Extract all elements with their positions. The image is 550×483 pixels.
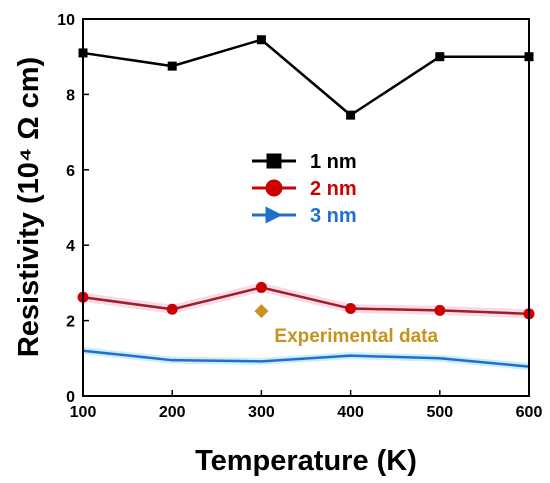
legend-marker	[266, 153, 282, 169]
series-1	[78, 35, 534, 120]
x-tick-label: 300	[248, 404, 275, 421]
experimental-data-marker	[254, 304, 269, 319]
x-tick-label: 400	[337, 404, 364, 421]
legend-marker	[265, 206, 283, 224]
series-2	[77, 281, 535, 320]
data-point	[256, 35, 266, 45]
series-layer	[77, 35, 535, 371]
legend-item: 3 nm	[252, 205, 357, 227]
series-line	[82, 38, 529, 117]
experimental-data-label: Experimental data	[274, 326, 438, 347]
data-point	[346, 110, 356, 120]
x-tick-label: 100	[70, 404, 97, 421]
data-point	[435, 52, 445, 62]
y-tick-label: 10	[57, 12, 75, 29]
y-axis-title: Resistivity (10⁴ Ω cm)	[13, 57, 45, 357]
x-tick-label: 500	[426, 404, 453, 421]
series-3	[82, 347, 530, 371]
legend-marker	[265, 179, 283, 197]
y-tick-label: 2	[66, 314, 75, 331]
y-tick-label: 4	[66, 238, 75, 255]
x-tick-label: 200	[159, 404, 186, 421]
series-line-glow	[82, 282, 530, 319]
legend-label: 2 nm	[310, 178, 357, 200]
axis-layer: 100 200 300 400 500 600 0 2 4 6 8 10	[57, 12, 542, 421]
y-tick-label: 0	[66, 389, 75, 406]
y-tick-label: 8	[66, 87, 75, 104]
y-tick-label: 6	[66, 163, 75, 180]
data-point	[255, 281, 267, 293]
series-line	[82, 286, 530, 316]
experimental-data: Experimental data	[254, 304, 439, 347]
series-line	[82, 349, 530, 368]
x-axis-title: Temperature (K)	[195, 445, 417, 477]
legend-item: 1 nm	[252, 151, 357, 173]
x-tick-label: 600	[516, 404, 543, 421]
legend-label: 3 nm	[310, 205, 357, 227]
legend-item: 2 nm	[252, 178, 357, 200]
data-point	[166, 303, 178, 315]
data-point	[167, 61, 177, 71]
legend-label: 1 nm	[310, 151, 357, 173]
data-point	[434, 304, 446, 316]
plot-frame	[82, 18, 530, 397]
data-point	[345, 303, 357, 315]
annotation-layer: Experimental data	[254, 304, 439, 347]
legend: 1 nm 2 nm 3 nm	[252, 151, 357, 227]
